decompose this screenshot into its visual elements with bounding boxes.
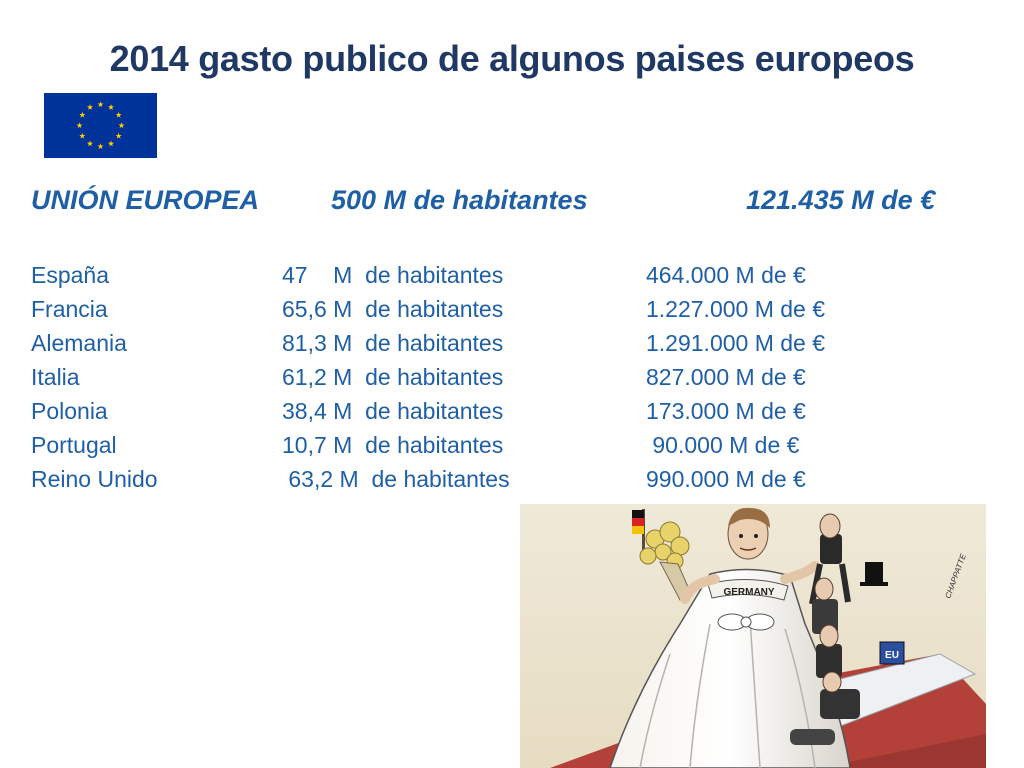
eu-spending: 121.435 M de € [746, 185, 936, 215]
eu-flag-icon [44, 93, 157, 158]
country-name: Reino Unido [31, 466, 158, 492]
eu-flag-star-icon [107, 104, 115, 110]
country-spending: 464.000 M de € [646, 262, 806, 288]
eu-flag-star-icon [107, 140, 115, 147]
country-population: 38,4 M de habitantes [282, 398, 504, 424]
eu-population: 500 M de habitantes [331, 185, 588, 215]
country-spending: 90.000 M de € [646, 432, 800, 458]
eu-sign-text: EU [885, 650, 899, 661]
country-spending: 173.000 M de € [646, 398, 806, 424]
country-population: 81,3 M de habitantes [282, 330, 504, 356]
eu-flag-star-icon [86, 140, 94, 147]
eu-flag-star-icon [97, 143, 104, 150]
eu-flag-star-icon [115, 111, 122, 118]
country-spending: 1.227.000 M de € [646, 296, 826, 322]
political-cartoon-image: GERMANY EU CHAPPATTE [520, 504, 986, 768]
eu-name: UNIÓN EUROPEA [31, 185, 260, 215]
country-name: Portugal [31, 432, 117, 458]
country-name: Alemania [31, 330, 127, 356]
country-spending: 990.000 M de € [646, 466, 806, 492]
eu-flag-star-icon [118, 122, 125, 129]
country-name: Francia [31, 296, 108, 322]
eu-flag-star-icon [97, 101, 104, 108]
eu-flag-star-icon [79, 132, 86, 139]
page-title: 2014 gasto publico de algunos paises eur… [109, 38, 915, 79]
country-name: Polonia [31, 398, 108, 424]
eu-flag-star-icon [79, 111, 86, 118]
country-population: 63,2 M de habitantes [282, 466, 510, 492]
eu-flag-star-icon [115, 132, 122, 139]
eu-flag-star-icon [86, 104, 94, 110]
country-population: 61,2 M de habitantes [282, 364, 504, 390]
country-spending: 827.000 M de € [646, 364, 806, 390]
germany-banner-text: GERMANY [723, 587, 774, 598]
eu-flag-star-icon [76, 122, 83, 129]
country-spending: 1.291.000 M de € [646, 330, 826, 356]
country-population: 47 M de habitantes [282, 262, 504, 288]
country-name: Italia [31, 364, 80, 390]
country-population: 10,7 M de habitantes [282, 432, 504, 458]
country-population: 65,6 M de habitantes [282, 296, 504, 322]
country-name: España [31, 262, 110, 288]
